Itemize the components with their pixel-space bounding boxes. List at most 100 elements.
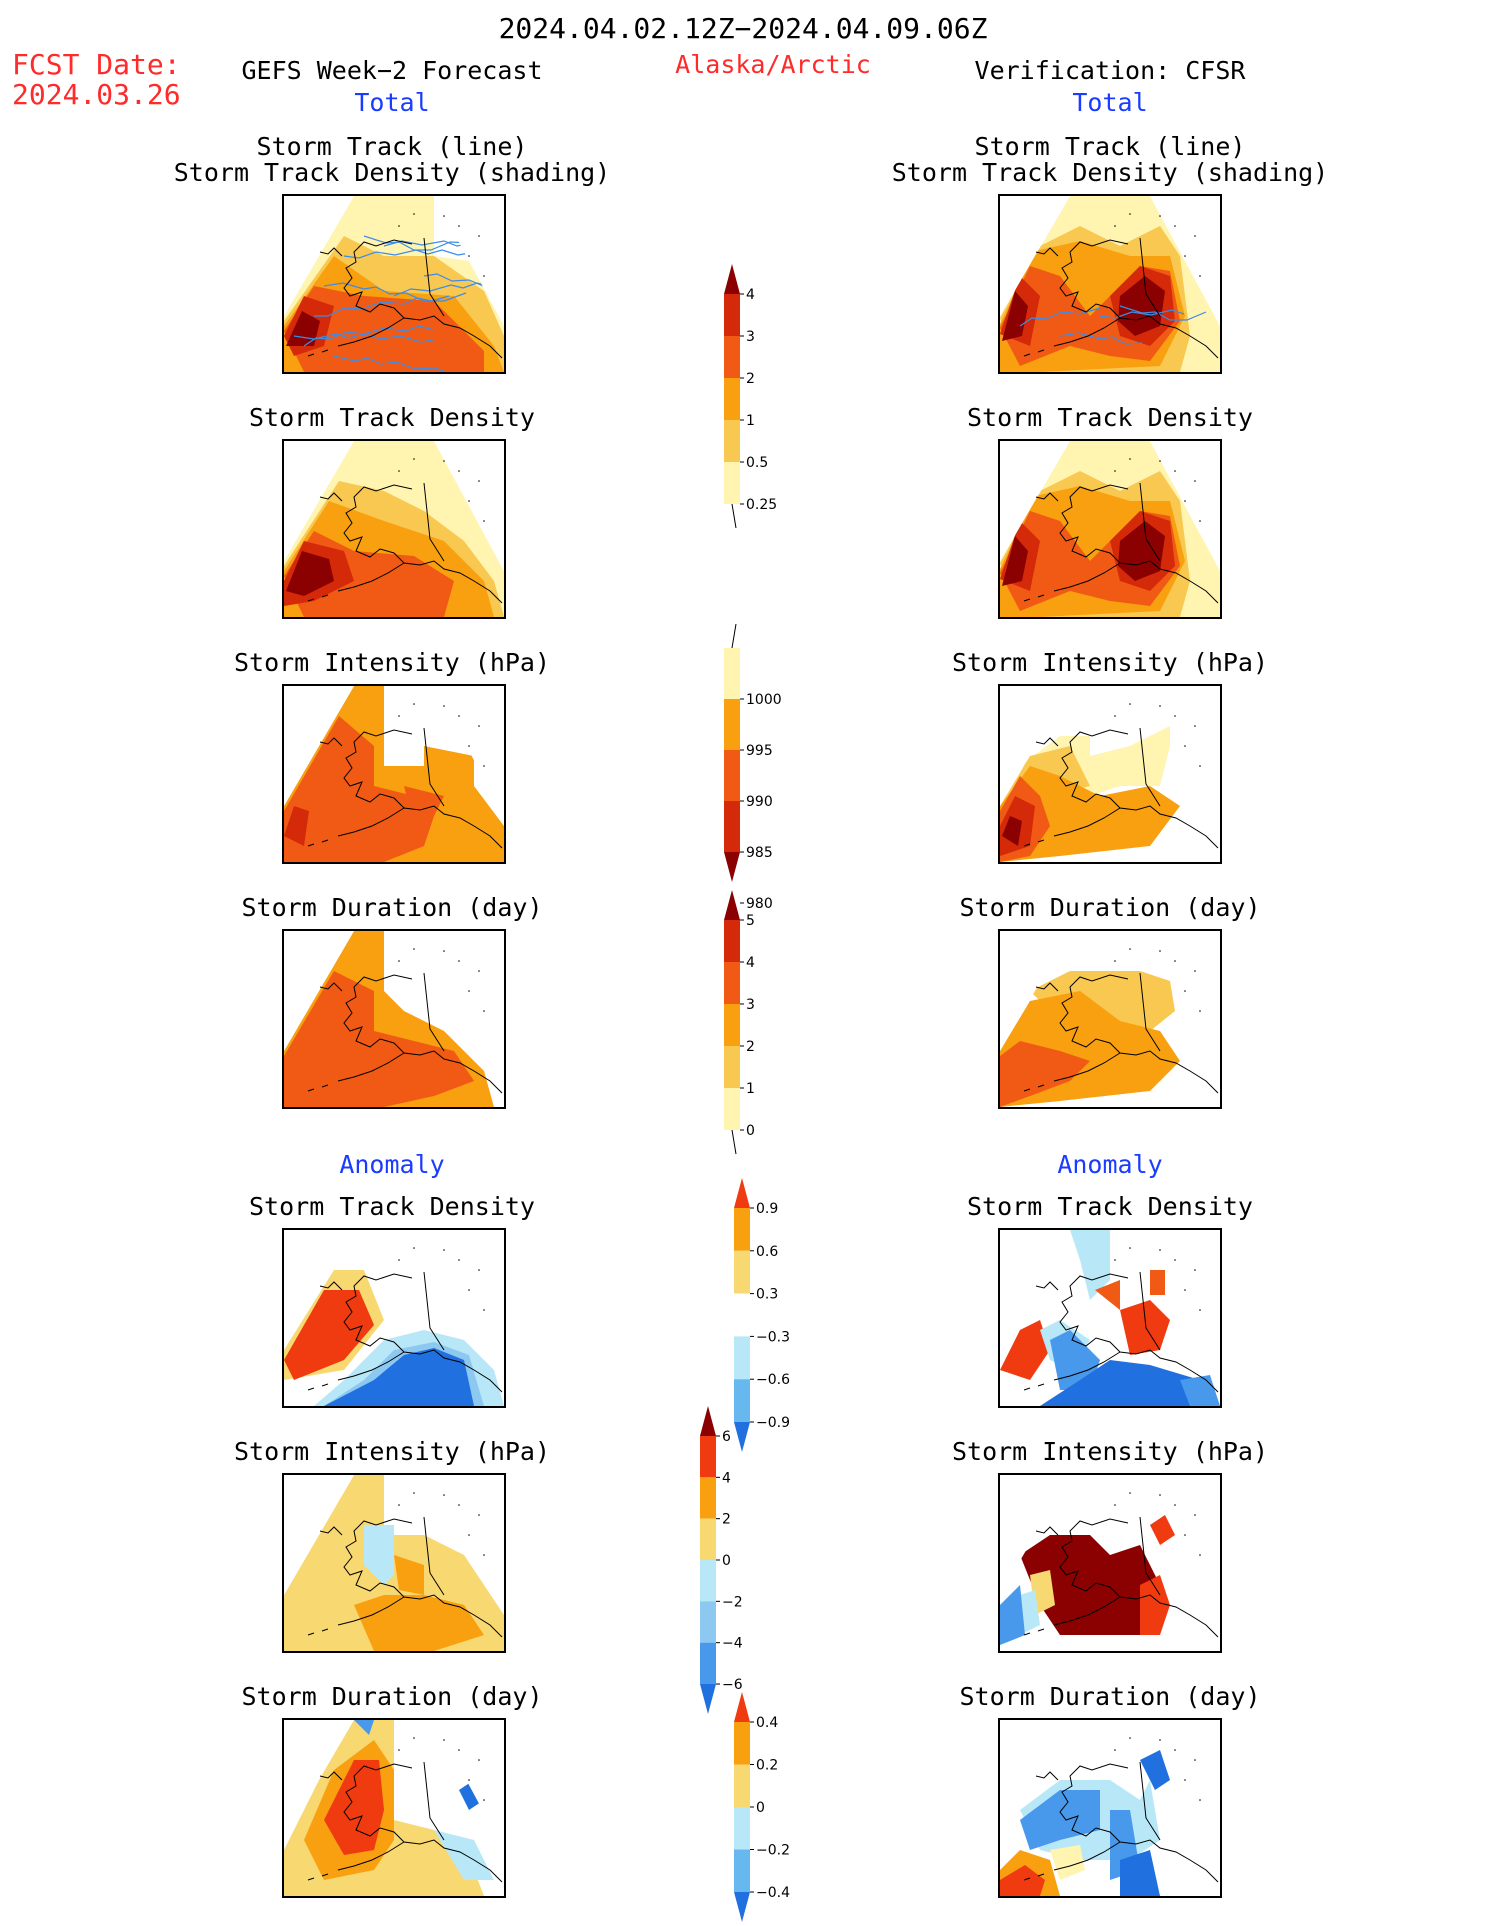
left-track-shading-title: Storm Track Density (shading) [173,158,611,187]
region-title: Alaska/Arctic [675,50,871,79]
colorbar-arrow-bottom [734,1892,750,1922]
colorbar-density-total: 4 3 2 1 0.5 0.25 [724,264,777,529]
right-anom-density-title: Storm Track Density [967,1192,1253,1221]
right-track-line-title: Storm Track (line) [974,132,1246,161]
colorbar-segment [724,801,740,852]
colorbar-segment [724,920,740,962]
colorbar-tick-label: 980 [746,896,773,912]
fcst-date-label: FCST Date: [12,48,181,81]
right-density-title: Storm Track Density [967,403,1253,432]
colorbar-tick-label: −0.3 [756,1329,790,1345]
shaded-region [1040,1360,1220,1406]
shaded-region [1002,816,1022,846]
colorbar-segment [724,699,740,750]
colorbar-tick-label: −0.6 [756,1372,790,1388]
shaded-region [1000,1320,1050,1380]
map-gefs-track-density [282,194,506,374]
map-cfsr-intensity [998,684,1222,864]
colorbar-tick-label: 4 [746,955,755,971]
map-cfsr-anom-duration [998,1718,1222,1898]
coastline [307,237,503,359]
shaded-region [404,786,444,816]
right-duration-title: Storm Duration (day) [959,893,1261,922]
colorbar-arrow-top [724,264,740,294]
shaded-region [1020,1535,1160,1635]
left-intensity-title: Storm Intensity (hPa) [233,648,551,677]
shaded-region [459,1780,484,1810]
shaded-region [1120,1300,1170,1355]
colorbar-segment [734,1208,750,1251]
colorbar-tick-label: 6 [722,1429,731,1445]
colorbar-tick-label: 0.6 [756,1244,778,1260]
left-density-title: Storm Track Density [249,403,535,432]
shaded-region [1120,1850,1160,1896]
colorbar-tick-label: 3 [746,997,755,1013]
anomaly-left-label: Anomaly [339,1150,445,1179]
right-intensity-title: Storm Intensity (hPa) [951,648,1269,677]
colorbar-tick-label: 995 [746,743,773,759]
right-anom-intensity-title: Storm Intensity (hPa) [951,1437,1269,1466]
colorbar-segment [700,1560,716,1602]
colorbar-segment [724,750,740,801]
colorbar-segment [724,962,740,1004]
colorbar-segment [734,1807,750,1850]
map-gefs-anom-intensity [282,1473,506,1653]
date-range-title: 2024.04.02.12Z−2024.04.09.06Z [498,12,988,45]
shaded-region [324,1348,474,1406]
colorbar-segment [700,1642,716,1684]
map-cfsr-anom-density [998,1228,1222,1408]
colorbar-arrow-bottom [734,1422,750,1452]
colorbar-segment [734,1722,750,1765]
coastline [1023,727,1219,849]
shaded-region [1000,1041,1090,1107]
coastline [1023,1271,1219,1393]
colorbar-tick-label: 4 [746,287,755,303]
colorbar-segment [724,462,740,504]
map-gefs-duration [282,929,506,1109]
colorbar-tick-label: −0.9 [756,1415,790,1431]
right-track-shading-title: Storm Track Density (shading) [891,158,1329,187]
shaded-region [324,1760,384,1855]
shaded-region [1050,1845,1085,1880]
colorbar-tick-label: 0 [756,1800,765,1816]
shaded-region [284,971,474,1107]
shaded-region [1095,1270,1165,1310]
colorbar-tick-label: 2 [722,1512,731,1528]
colorbar-tick-label: 2 [746,1039,755,1055]
colorbar-segment [724,648,740,699]
colorbar-density-anom: 0.9 0.6 0.3 −0.3 −0.6 −0.9 [734,1178,790,1452]
map-gefs-anom-duration [282,1718,506,1898]
colorbar-segment [724,294,740,336]
coastline [307,482,503,604]
shaded-region [1150,1515,1175,1545]
colorbar-tick-label: 0 [746,1123,755,1139]
shaded-region [354,1720,374,1735]
colorbar-tick-label: −0.4 [756,1885,790,1901]
colorbar-tick-label: 1 [746,1081,755,1097]
colorbar-tick-label: −2 [722,1594,743,1610]
colorbar-arrow-top [734,1178,750,1208]
colorbar-tick-label: −6 [722,1677,743,1693]
right-column-title: Verification: CFSR [974,56,1246,85]
total-left-label: Total [354,88,430,117]
shaded-region [286,311,320,346]
colorbar-tick-label: 1 [746,413,755,429]
colorbar-tick-label: 0.25 [746,497,777,513]
map-cfsr-duration [998,929,1222,1109]
colorbar-tick-label: 0.9 [756,1201,778,1217]
left-anom-duration-title: Storm Duration (day) [241,1682,543,1711]
colorbar-tick-label: 0.3 [756,1287,778,1303]
shaded-region [1000,1585,1025,1645]
colorbar-segment [724,336,740,378]
coastline [307,1761,503,1883]
coastline [1023,1516,1219,1638]
colorbar-segment [700,1518,716,1560]
shaded-region [1002,276,1165,341]
colorbar-arrow-top [724,890,740,920]
colorbar-tick-label: 4 [722,1470,731,1486]
coastline [307,972,503,1094]
map-cfsr-track-density [998,194,1222,374]
fcst-date-value: 2024.03.26 [12,78,181,111]
colorbar-arrow-top [700,1406,716,1436]
colorbar-segment [700,1436,716,1478]
